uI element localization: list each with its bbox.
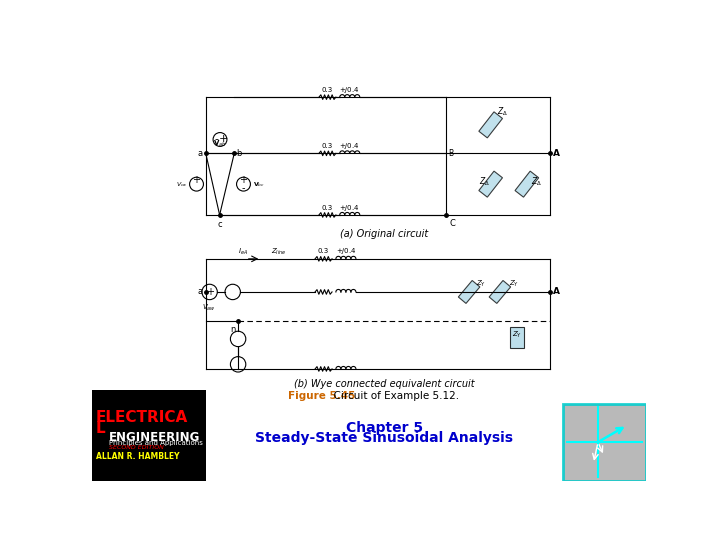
Text: -: - [215, 134, 219, 145]
Text: $\mathbf{V}_{ab}$: $\mathbf{V}_{ab}$ [213, 139, 227, 148]
Text: $Z_Y$: $Z_Y$ [475, 279, 486, 289]
Text: $Z_{line}$: $Z_{line}$ [271, 246, 287, 256]
Text: SECOND EDITION: SECOND EDITION [109, 445, 163, 450]
Text: 0.3: 0.3 [318, 248, 329, 254]
Polygon shape [479, 171, 503, 197]
Text: Chapter 5: Chapter 5 [346, 421, 423, 435]
Text: +: + [206, 287, 214, 297]
Text: $+j0.4$: $+j0.4$ [340, 85, 360, 94]
Text: (b) Wye connected equivalent circuit: (b) Wye connected equivalent circuit [294, 379, 474, 389]
Text: Figure 5.45: Figure 5.45 [288, 392, 356, 401]
Text: (a) Original circuit: (a) Original circuit [341, 229, 428, 239]
Text: ENGINEERING: ENGINEERING [109, 430, 200, 443]
Polygon shape [489, 280, 510, 303]
Text: +: + [218, 134, 228, 145]
Text: A: A [553, 149, 560, 158]
Text: n: n [230, 325, 235, 334]
Text: $Z_\Delta$: $Z_\Delta$ [531, 175, 542, 188]
Text: $Z_Y$: $Z_Y$ [512, 329, 522, 340]
Text: Principles and Applications: Principles and Applications [109, 440, 202, 446]
Text: $+j0.4$: $+j0.4$ [340, 202, 360, 213]
Text: ALLAN R. HAMBLEY: ALLAN R. HAMBLEY [96, 452, 179, 461]
Text: +: + [240, 176, 248, 185]
Text: b: b [235, 150, 241, 159]
Text: $Z_\Delta$: $Z_\Delta$ [497, 106, 508, 118]
Polygon shape [515, 171, 539, 197]
Text: B: B [449, 150, 454, 159]
Text: A: A [553, 287, 560, 296]
Text: a: a [197, 149, 203, 158]
Text: 0.3: 0.3 [322, 205, 333, 211]
FancyBboxPatch shape [563, 403, 647, 481]
Text: $+j0.4$: $+j0.4$ [336, 246, 356, 256]
Text: $+j0.4$: $+j0.4$ [340, 141, 360, 151]
Text: C: C [450, 219, 456, 228]
Polygon shape [459, 280, 480, 303]
Text: -: - [242, 183, 246, 193]
Text: Circuit of Example 5.12.: Circuit of Example 5.12. [327, 392, 459, 401]
Text: 0.3: 0.3 [322, 87, 333, 93]
Text: $V_{ca}$: $V_{ca}$ [176, 180, 187, 188]
Text: $V_{aw}$: $V_{aw}$ [202, 303, 216, 313]
Text: $Z_Y$: $Z_Y$ [508, 279, 519, 289]
Text: $\mathbf{V}_{bc}$: $\mathbf{V}_{bc}$ [253, 180, 265, 188]
Text: 0.3: 0.3 [322, 143, 333, 149]
Text: Steady-State Sinusoidal Analysis: Steady-State Sinusoidal Analysis [256, 431, 513, 446]
Text: $I_{eA}$: $I_{eA}$ [238, 246, 248, 256]
Text: c: c [217, 220, 222, 228]
Text: ELECTRICA: ELECTRICA [96, 410, 188, 425]
Text: L: L [96, 421, 105, 436]
Polygon shape [479, 112, 503, 138]
Text: +: + [192, 176, 200, 185]
Text: a: a [197, 287, 203, 296]
FancyBboxPatch shape [92, 390, 206, 481]
Text: $Z_\Delta$: $Z_\Delta$ [479, 175, 490, 188]
FancyBboxPatch shape [510, 327, 523, 348]
